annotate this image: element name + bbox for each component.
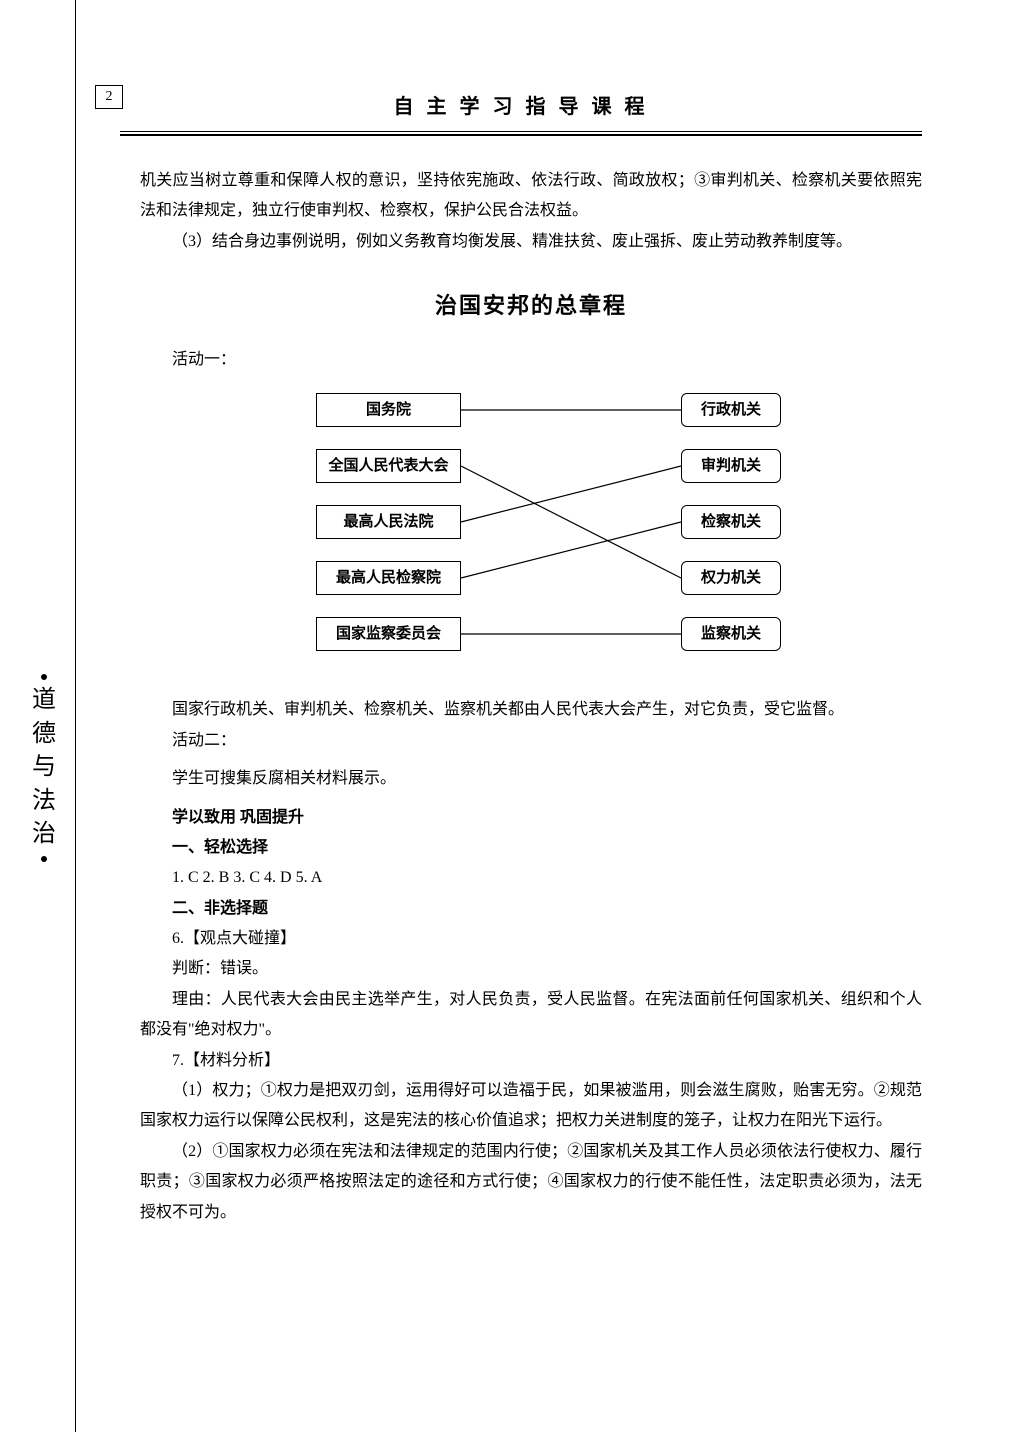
activity1-label: 活动一： bbox=[140, 345, 922, 375]
diagram-right-box-1: 审判机关 bbox=[681, 449, 781, 483]
page-container: 自 主 学 习 指 导 课 程 机关应当树立尊重和保障人权的意识，坚持依宪施政、… bbox=[0, 0, 1022, 1278]
q2-title: 二、非选择题 bbox=[140, 894, 922, 924]
diagram-right-box-2: 检察机关 bbox=[681, 505, 781, 539]
diagram-left-box-2: 最高人民法院 bbox=[316, 505, 461, 539]
section-title: 治国安邦的总章程 bbox=[140, 285, 922, 327]
content-area: 机关应当树立尊重和保障人权的意识，坚持依宪施政、依法行政、简政放权；③审判机关、… bbox=[90, 166, 952, 1228]
q6-judge: 判断：错误。 bbox=[140, 954, 922, 984]
diagram-left-box-4: 国家监察委员会 bbox=[316, 617, 461, 651]
diagram-right-box-0: 行政机关 bbox=[681, 393, 781, 427]
after-diagram-text: 国家行政机关、审判机关、检察机关、监察机关都由人民代表大会产生，对它负责，受它监… bbox=[140, 695, 922, 725]
page-header-title: 自 主 学 习 指 导 课 程 bbox=[90, 50, 952, 131]
intro-p2: （3）结合身边事例说明，例如义务教育均衡发展、精准扶贫、废止强拆、废止劳动教养制… bbox=[140, 227, 922, 257]
activity2-label: 活动二： bbox=[140, 726, 922, 756]
q7-p1: （1）权力；①权力是把双刃剑，运用得好可以造福于民，如果被滥用，则会滋生腐败，贻… bbox=[140, 1076, 922, 1137]
q6-title: 6.【观点大碰撞】 bbox=[140, 924, 922, 954]
org-diagram: 国务院全国人民代表大会最高人民法院最高人民检察院国家监察委员会 行政机关审判机关检… bbox=[211, 383, 851, 683]
activity2-text: 学生可搜集反腐相关材料展示。 bbox=[140, 764, 922, 794]
q1-title: 一、轻松选择 bbox=[140, 833, 922, 863]
q7-p2: （2）①国家权力必须在宪法和法律规定的范围内行使；②国家机关及其工作人员必须依法… bbox=[140, 1137, 922, 1228]
q7-title: 7.【材料分析】 bbox=[140, 1046, 922, 1076]
header-divider bbox=[120, 131, 922, 136]
q6-reason: 理由：人民代表大会由民主选举产生，对人民负责，受人民监督。在宪法面前任何国家机关… bbox=[140, 985, 922, 1046]
diagram-left-box-0: 国务院 bbox=[316, 393, 461, 427]
q1-answers: 1. C 2. B 3. C 4. D 5. A bbox=[140, 863, 922, 893]
diagram-right-box-3: 权力机关 bbox=[681, 561, 781, 595]
diagram-right-box-4: 监察机关 bbox=[681, 617, 781, 651]
consolidate-title: 学以致用 巩固提升 bbox=[140, 803, 922, 833]
intro-p1: 机关应当树立尊重和保障人权的意识，坚持依宪施政、依法行政、简政放权；③审判机关、… bbox=[140, 166, 922, 227]
diagram-left-box-3: 最高人民检察院 bbox=[316, 561, 461, 595]
diagram-left-box-1: 全国人民代表大会 bbox=[316, 449, 461, 483]
